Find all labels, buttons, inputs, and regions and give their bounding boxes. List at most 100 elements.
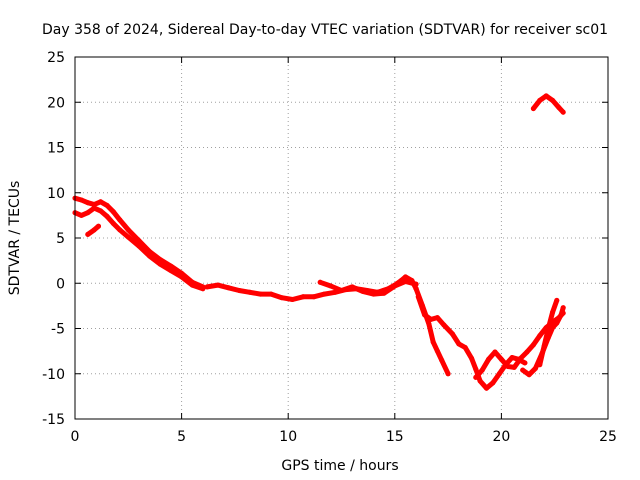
- data-point: [426, 321, 432, 327]
- data-point: [473, 366, 479, 372]
- data-point: [550, 309, 556, 315]
- data-point: [147, 253, 153, 259]
- data-point: [505, 364, 511, 369]
- data-point: [349, 284, 355, 290]
- data-point: [85, 231, 91, 237]
- data-point: [226, 285, 231, 291]
- data-point: [381, 290, 387, 296]
- data-point: [530, 342, 536, 348]
- x-tick-label: 20: [492, 429, 510, 445]
- data-point: [236, 288, 242, 293]
- x-axis: 0 5 10 15 20 25: [71, 57, 617, 445]
- data-point: [332, 289, 338, 295]
- data-point: [328, 283, 334, 289]
- data-point: [279, 295, 285, 301]
- y-tick-label: -15: [42, 412, 65, 428]
- data-point: [157, 261, 163, 267]
- data-point: [486, 356, 492, 362]
- data-point: [78, 197, 84, 203]
- data-point: [543, 93, 549, 99]
- data-point: [522, 360, 528, 366]
- y-tick-label: 25: [47, 50, 65, 66]
- data-point: [321, 291, 327, 297]
- data-point: [392, 283, 398, 289]
- data-point: [422, 312, 428, 318]
- data-point: [125, 227, 131, 233]
- data-point: [413, 281, 419, 287]
- data-point: [189, 282, 195, 288]
- data-point: [456, 341, 462, 347]
- grid: [75, 57, 608, 419]
- x-axis-label: GPS time / hours: [281, 458, 398, 474]
- data-point: [441, 322, 447, 328]
- data-point: [200, 286, 206, 292]
- x-tick-label: 0: [71, 429, 80, 445]
- data-point: [537, 333, 543, 339]
- data-point: [110, 209, 116, 215]
- data-point: [537, 362, 543, 368]
- data-point: [91, 202, 97, 207]
- data-point: [300, 294, 306, 300]
- data-point: [556, 105, 562, 111]
- data-point: [554, 297, 560, 303]
- data-point: [524, 349, 530, 355]
- data-point: [484, 385, 489, 391]
- y-tick-label: 20: [47, 95, 65, 111]
- data-point: [98, 208, 104, 214]
- data-point: [537, 97, 543, 103]
- data-point: [290, 297, 295, 302]
- y-axis-label: SDTVAR / TECUs: [7, 181, 23, 296]
- data-point: [215, 282, 221, 288]
- data-point: [526, 372, 532, 378]
- data-point: [403, 274, 408, 280]
- data-point: [462, 345, 468, 350]
- data-point: [520, 367, 526, 373]
- x-tick-label: 15: [386, 429, 404, 445]
- series-track-main-early: [72, 195, 206, 290]
- data-point: [545, 326, 551, 331]
- data-point: [498, 356, 504, 362]
- data-point: [550, 97, 556, 103]
- data-point: [496, 371, 502, 377]
- data-point: [434, 315, 440, 321]
- data-point: [560, 109, 566, 115]
- data-point: [511, 364, 517, 370]
- y-tick-label: -10: [42, 367, 65, 383]
- data-point: [492, 349, 498, 355]
- data-point: [360, 288, 366, 294]
- data-point: [554, 320, 560, 326]
- data-point: [530, 106, 536, 112]
- plot-frame: [74, 56, 609, 420]
- data-point: [518, 355, 524, 361]
- data-point: [104, 213, 110, 219]
- series-track-mid-offset: [317, 278, 419, 297]
- data-point: [317, 279, 323, 285]
- data-point: [533, 365, 538, 371]
- data-point: [268, 291, 274, 297]
- y-tick-label: -5: [51, 322, 65, 338]
- data-point: [449, 331, 455, 337]
- data-point: [509, 355, 515, 360]
- data-point: [117, 227, 123, 233]
- data-point: [247, 289, 253, 295]
- data-point: [204, 284, 210, 290]
- data-point: [104, 202, 110, 208]
- data-point: [339, 288, 344, 293]
- data-point: [473, 374, 479, 380]
- data-point: [136, 243, 142, 249]
- data-point: [110, 221, 116, 226]
- y-tick-label: 15: [47, 141, 65, 157]
- data-point: [428, 316, 434, 322]
- data-point: [541, 344, 547, 350]
- data-point: [179, 274, 185, 280]
- y-tick-label: 0: [56, 276, 65, 292]
- series-track-main-low: [72, 205, 206, 292]
- data-point: [490, 380, 496, 386]
- data-point: [558, 312, 564, 318]
- data-point: [168, 268, 174, 274]
- data-point: [85, 200, 91, 206]
- y-tick-label: 5: [56, 231, 65, 247]
- x-tick-label: 10: [279, 429, 297, 445]
- data-point: [445, 371, 451, 377]
